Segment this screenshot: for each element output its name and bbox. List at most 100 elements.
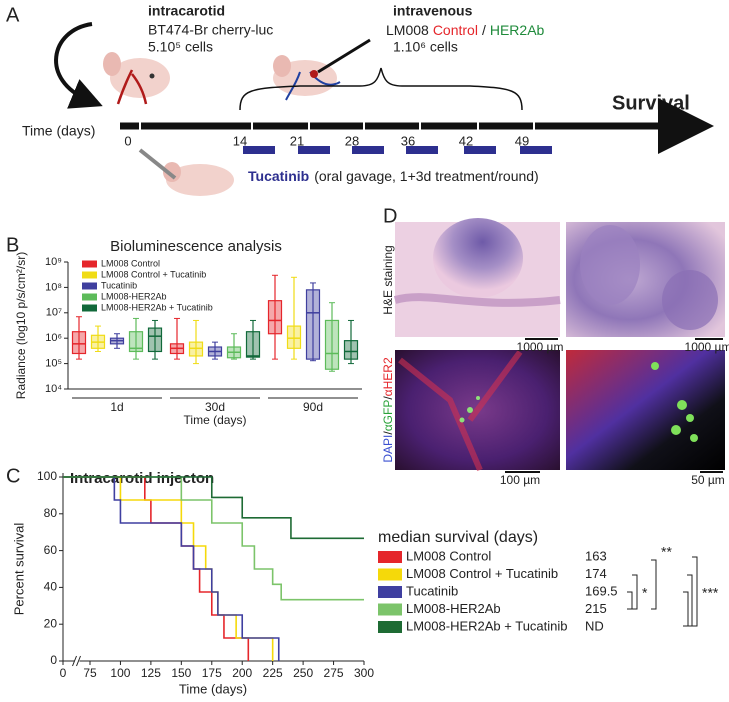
significance-label: *** — [702, 585, 719, 601]
significance-label: ** — [661, 544, 672, 560]
box — [269, 301, 282, 334]
drug: Tucatinib — [248, 168, 309, 184]
timeline-tick-label: 49 — [515, 133, 529, 148]
x-tick-label: 225 — [263, 666, 283, 680]
y-tick-label: 20 — [44, 616, 58, 630]
timeline-tick-label: 14 — [233, 133, 247, 148]
box — [326, 320, 339, 369]
mouse-illustration — [140, 150, 234, 196]
separator: / — [482, 22, 486, 38]
timeline-label: Time (days) — [22, 123, 95, 139]
x-axis-label: Time (days) — [179, 681, 247, 696]
legend-label: LM008 Control + Tucatinib — [101, 269, 206, 279]
legend-swatch — [82, 305, 97, 312]
legend-swatch — [82, 294, 97, 301]
y-tick-label: 10⁶ — [45, 332, 62, 344]
significance-bracket — [632, 575, 637, 609]
cell-line: Control — [433, 22, 478, 38]
mouse-illustration — [273, 40, 370, 100]
box — [307, 290, 320, 359]
fluorescence-image — [566, 350, 725, 470]
cell-line: BT474-Br cherry-luc — [148, 22, 273, 38]
scale-bar-label: 100 µm — [500, 473, 540, 487]
scale-bar-label: 1000 µm — [517, 340, 564, 354]
x-tick-label: 100 — [110, 666, 130, 680]
chart-title: Bioluminescence analysis — [110, 238, 282, 255]
legend-swatch — [378, 569, 402, 581]
median-survival: ND — [585, 618, 604, 633]
legend-label: LM008-HER2Ab + Tucatinib — [406, 618, 568, 633]
row-label: H&E staining — [381, 245, 395, 314]
x-tick-label: 0 — [60, 666, 67, 680]
x-tick-label: 30d — [205, 400, 225, 414]
survival-curve — [63, 477, 248, 661]
route: intracarotid — [148, 3, 225, 19]
y-tick-label: 80 — [44, 506, 58, 520]
y-axis-label: Percent survival — [11, 523, 26, 616]
scale-bar-label: 1000 µm — [685, 340, 729, 354]
dose: 1.10⁶ cells — [393, 39, 458, 55]
legend-label: LM008 Control — [101, 258, 160, 268]
legend-title: median survival (days) — [378, 529, 538, 546]
significance-bracket — [627, 592, 632, 609]
x-tick-label: 275 — [324, 666, 344, 680]
row-label-part: αGFP — [381, 400, 395, 432]
legend-swatch — [378, 621, 402, 633]
significance-bracket — [683, 592, 688, 626]
timeline-tick-label: 21 — [290, 133, 304, 148]
legend-label: LM008-HER2Ab + Tucatinib — [101, 302, 213, 312]
route: intravenous — [393, 3, 473, 19]
y-tick-label: 0 — [50, 653, 57, 667]
legend-label: LM008-HER2Ab — [101, 291, 167, 301]
legend-label: LM008-HER2Ab — [406, 601, 501, 616]
cell-line: HER2Ab — [490, 22, 545, 38]
y-tick-label: 10⁴ — [45, 383, 62, 395]
timeline-tick-label: 42 — [459, 133, 473, 148]
outcome: Survival — [612, 92, 690, 114]
median-survival: 169.5 — [585, 583, 618, 598]
x-tick-label: 150 — [171, 666, 191, 680]
legend-label: LM008 Control + Tucatinib — [406, 566, 558, 581]
x-tick-label: 200 — [232, 666, 252, 680]
survival-curve — [63, 477, 279, 661]
box — [149, 328, 162, 351]
cell-lines: LM008Control/HER2Ab — [386, 22, 545, 38]
y-axis-label: Radiance (log10 p/s/cm²/sr) — [14, 252, 28, 399]
x-axis-label: Time (days) — [184, 413, 247, 427]
x-tick-label: 125 — [141, 666, 161, 680]
y-tick-label: 10⁸ — [45, 281, 62, 293]
y-tick-label: 10⁹ — [45, 256, 62, 268]
scale-bar-label: 50 µm — [691, 473, 725, 487]
significance-bracket — [651, 560, 656, 609]
legend-swatch — [82, 261, 97, 268]
row-label-part: DAPI — [381, 435, 395, 463]
median-survival: 163 — [585, 548, 607, 563]
x-tick-label: 90d — [303, 400, 323, 414]
significance-label: * — [642, 585, 648, 601]
box — [345, 341, 358, 359]
timeline-tick-label: 28 — [345, 133, 359, 148]
regimen: (oral gavage, 1+3d treatment/round) — [314, 168, 539, 184]
y-tick-label: 100 — [37, 469, 57, 483]
dose: 5.10⁵ cells — [148, 39, 213, 55]
box — [288, 326, 301, 348]
significance-bracket — [692, 557, 697, 626]
cell-line: LM008 — [386, 22, 429, 38]
x-tick-label: 175 — [202, 666, 222, 680]
y-tick-label: 60 — [44, 543, 58, 557]
x-tick-label: 250 — [293, 666, 313, 680]
panel-label: A — [6, 4, 20, 26]
treatment: Tucatinib (oral gavage, 1+3d treatment/ro… — [248, 168, 539, 184]
x-tick-label: 75 — [83, 666, 97, 680]
y-tick-label: 10⁵ — [45, 358, 62, 370]
legend-swatch — [378, 586, 402, 598]
y-tick-label: 10⁷ — [46, 307, 62, 319]
panel-label: C — [6, 465, 20, 487]
legend-label: Tucatinib — [406, 583, 458, 598]
box — [73, 332, 86, 354]
timeline-tick-label: 0 — [124, 133, 131, 148]
legend-swatch — [82, 272, 97, 279]
x-tick-label: 1d — [110, 400, 123, 414]
